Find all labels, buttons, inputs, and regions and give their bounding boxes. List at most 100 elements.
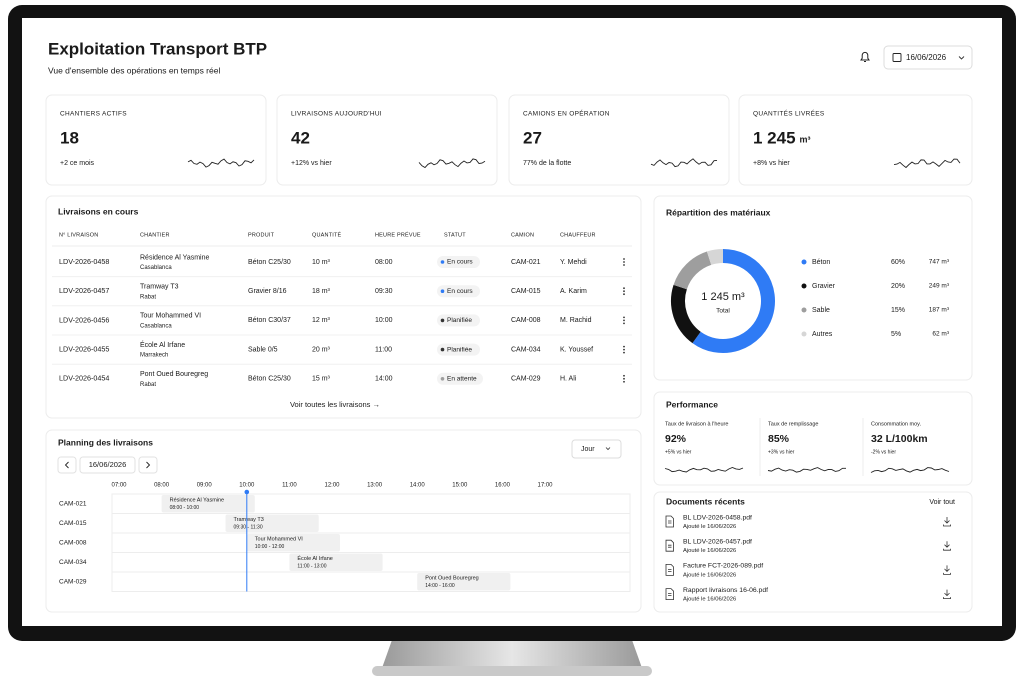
metric-note: -2% vs hier <box>871 449 896 455</box>
kpi-unit: m³ <box>800 134 811 144</box>
notification-bell[interactable] <box>860 51 870 62</box>
card <box>45 195 642 419</box>
card <box>653 391 973 486</box>
delivery-slot[interactable] <box>161 495 255 513</box>
delivery-slot[interactable] <box>289 553 383 572</box>
timeline-grid <box>111 493 631 592</box>
metric-label: Taux de livraison à l'heure <box>665 421 728 427</box>
slot-time: 11:00 - 13:00 <box>297 563 326 569</box>
product: Béton C25/30 <box>248 376 291 383</box>
hour-label: 11:00 <box>282 483 297 489</box>
delivery-slot[interactable] <box>246 534 340 552</box>
next-day[interactable] <box>138 456 158 474</box>
delivery-id: LDV-2026-0454 <box>59 374 109 383</box>
slot-site: Tour Mohammed VI <box>255 536 303 542</box>
legend-share: 5% <box>891 331 901 338</box>
row-menu-dot[interactable] <box>623 348 625 351</box>
planning-date[interactable]: 16/06/2026 <box>89 460 127 469</box>
row-menu-dot[interactable] <box>623 351 625 354</box>
driver: M. Rachid <box>560 317 592 324</box>
timeline-truck: CAM-021 <box>59 500 87 507</box>
kpi-note: +12% vs hier <box>291 160 332 167</box>
legend-quantity: 747 m³ <box>929 259 950 266</box>
next-arrow <box>146 461 151 469</box>
legend-name: Sable <box>812 307 830 314</box>
row-menu-dot[interactable] <box>623 377 625 380</box>
card <box>276 94 498 186</box>
slot-time: 09:30 - 11:30 <box>234 524 263 530</box>
date-field[interactable] <box>79 456 136 474</box>
stand-base <box>372 666 652 676</box>
hour-label: 08:00 <box>154 483 170 489</box>
status-badge <box>437 314 480 327</box>
document-name[interactable]: BL LDV-2026-0457.pdf <box>683 538 752 545</box>
site-city: Rabat <box>140 294 156 300</box>
document-name[interactable]: BL LDV-2026-0458.pdf <box>683 514 752 521</box>
calendar-icon <box>892 53 902 62</box>
site-name: Pont Oued Bouregreg <box>140 371 208 378</box>
legend-share: 60% <box>891 259 905 266</box>
prev-day[interactable] <box>57 456 77 474</box>
status-label: Planifiée <box>447 346 472 353</box>
hour-label: 17:00 <box>537 483 553 489</box>
truck: CAM-029 <box>511 376 541 383</box>
date-picker-value[interactable]: 16/06/2026 <box>906 53 947 62</box>
row-menu-dot[interactable] <box>623 287 625 290</box>
hour-label: 16:00 <box>495 483 511 489</box>
view-select-value: Jour <box>581 446 595 453</box>
date-picker[interactable] <box>883 45 973 70</box>
document-name[interactable]: Facture FCT-2026-089.pdf <box>683 563 763 570</box>
sparkline <box>664 467 744 473</box>
row-menu-dot[interactable] <box>623 290 625 293</box>
metric-label: Taux de remplissage <box>768 421 818 427</box>
row-menu-dot[interactable] <box>623 380 625 383</box>
scheduled-time: 10:00 <box>375 317 393 324</box>
slot-time: 08:00 - 10:00 <box>170 505 200 511</box>
delivery-slot[interactable] <box>225 514 319 533</box>
kpi-value: 18 <box>60 128 79 147</box>
card <box>45 429 642 613</box>
hour-label: 07:00 <box>111 483 127 489</box>
row-menu-dot[interactable] <box>623 322 625 325</box>
download-icon[interactable] <box>943 541 951 551</box>
donut-segment <box>706 249 724 265</box>
view-select[interactable] <box>571 439 622 459</box>
legend-quantity: 249 m³ <box>929 283 950 290</box>
slot-time: 14:00 - 16:00 <box>425 583 455 589</box>
chevron <box>958 56 965 60</box>
row-menu-dot[interactable] <box>623 374 625 377</box>
download-icon[interactable] <box>943 589 951 599</box>
column-header: CHAUFFEUR <box>560 232 596 238</box>
metric-value: 92% <box>665 433 687 445</box>
card-title: Performance <box>666 399 718 409</box>
status-badge <box>437 256 480 268</box>
kpi-note: +8% vs hier <box>753 160 790 167</box>
view-all-documents[interactable]: Voir tout <box>929 499 955 506</box>
file-icon <box>665 539 674 552</box>
row-menu-dot[interactable] <box>623 258 625 260</box>
status-label: En cours <box>447 288 473 295</box>
card-title: Répartition des matériaux <box>666 207 771 217</box>
status-badge <box>437 372 483 385</box>
status-badge <box>437 285 480 298</box>
document-name[interactable]: Rapport livraisons 16-06.pdf <box>683 587 768 594</box>
legend-share: 20% <box>891 283 905 290</box>
truck: CAM-015 <box>511 288 541 295</box>
kpi-note: +2 ce mois <box>60 160 95 167</box>
product: Béton C30/37 <box>248 317 291 324</box>
chevron <box>605 447 611 451</box>
row-menu-dot[interactable] <box>623 319 625 322</box>
view-all-deliveries[interactable]: Voir toutes les livraisons → <box>290 400 380 409</box>
card <box>653 195 973 381</box>
download-icon[interactable] <box>943 565 951 575</box>
delivery-slot[interactable] <box>417 573 511 591</box>
row-menu-dot[interactable] <box>623 261 625 263</box>
row-menu-dot[interactable] <box>623 316 625 319</box>
row-menu-dot[interactable] <box>623 264 625 266</box>
row-menu-dot[interactable] <box>623 293 625 296</box>
scheduled-time: 11:00 <box>375 346 392 353</box>
column-header: HEURE PRÉVUE <box>375 231 421 238</box>
quantity: 20 m³ <box>312 346 331 353</box>
row-menu-dot[interactable] <box>623 345 625 348</box>
download-icon[interactable] <box>943 517 951 527</box>
